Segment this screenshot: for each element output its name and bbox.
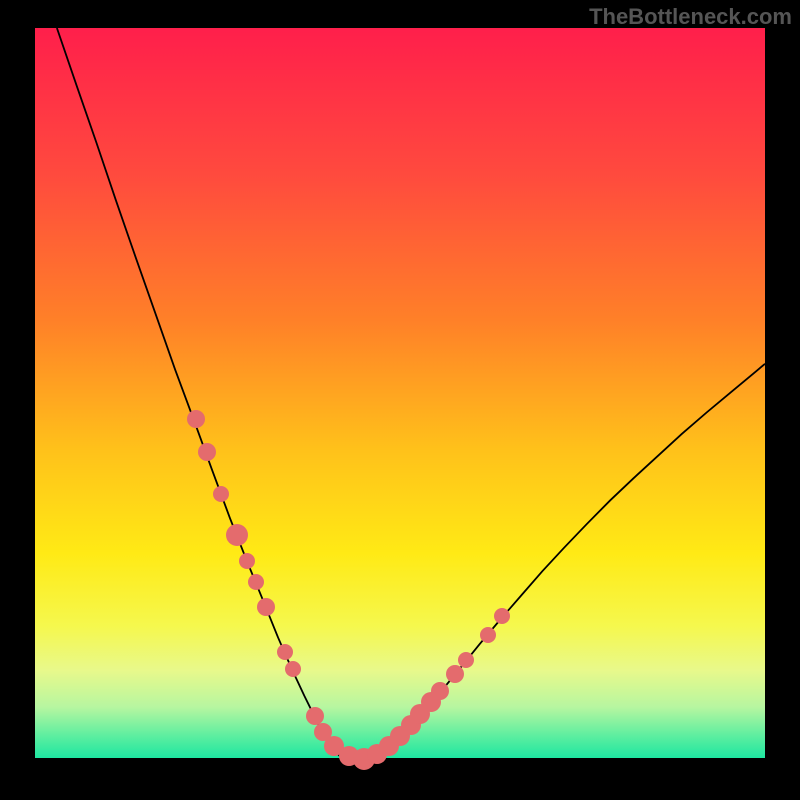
data-marker: [277, 644, 293, 660]
data-marker: [431, 682, 449, 700]
data-marker: [494, 608, 510, 624]
curve-right-ascending: [351, 364, 765, 760]
curve-left-descending: [57, 28, 351, 760]
data-marker: [285, 661, 301, 677]
data-marker: [239, 553, 255, 569]
data-marker: [187, 410, 205, 428]
data-marker: [257, 598, 275, 616]
data-marker: [480, 627, 496, 643]
data-marker: [213, 486, 229, 502]
watermark-text: TheBottleneck.com: [589, 4, 792, 30]
data-marker: [198, 443, 216, 461]
data-marker: [248, 574, 264, 590]
chart-plot-area: [35, 28, 765, 766]
chart-curves-layer: [35, 28, 765, 766]
data-marker: [306, 707, 324, 725]
data-marker: [226, 524, 248, 546]
data-marker: [458, 652, 474, 668]
